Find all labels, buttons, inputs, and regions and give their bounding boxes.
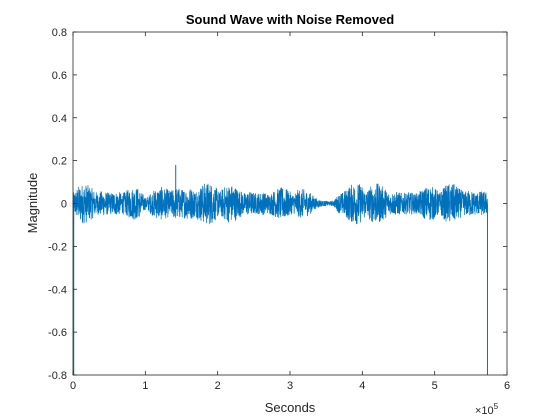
y-tick-label: -0.2 xyxy=(48,241,67,253)
y-tick-label: 0.6 xyxy=(52,70,67,82)
y-tick-label: -0.8 xyxy=(48,370,67,382)
chart-title: Sound Wave with Noise Removed xyxy=(186,12,394,27)
y-axis-label: Magnitude xyxy=(25,173,40,234)
waveform-line xyxy=(72,183,488,225)
y-tick-label: 0.4 xyxy=(52,113,67,125)
x-exponent-power: 5 xyxy=(494,402,499,411)
x-axis-label: Seconds xyxy=(265,400,316,415)
x-tick-label: 5 xyxy=(432,380,438,392)
y-axis-ticks: -0.8 -0.6 -0.4 -0.2 0 0.2 0.4 0.6 0.8 xyxy=(48,27,507,382)
y-tick-label: -0.6 xyxy=(48,327,67,339)
x-tick-label: 3 xyxy=(287,380,293,392)
x-tick-label: 6 xyxy=(504,380,510,392)
x-tick-label: 1 xyxy=(142,380,148,392)
x-exponent-label: ×105 xyxy=(475,402,499,417)
y-tick-label: 0.2 xyxy=(52,156,67,168)
x-exponent-base: ×10 xyxy=(475,405,494,417)
y-tick-label: 0.8 xyxy=(52,27,67,39)
x-tick-label: 2 xyxy=(215,380,221,392)
waveform-series xyxy=(72,183,488,225)
y-tick-label: -0.4 xyxy=(48,284,67,296)
x-tick-label: 4 xyxy=(359,380,365,392)
x-tick-label: 0 xyxy=(70,380,76,392)
plot-frame xyxy=(72,31,508,376)
y-tick-label: 0 xyxy=(61,199,67,211)
